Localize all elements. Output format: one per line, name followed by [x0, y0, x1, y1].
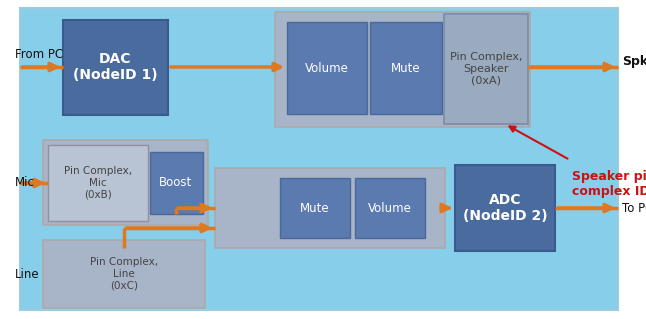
Text: Line: Line [15, 268, 39, 280]
Text: Mic: Mic [15, 176, 35, 189]
Bar [444, 14, 528, 124]
Bar [275, 12, 530, 127]
Text: Mute: Mute [391, 62, 421, 75]
Bar [355, 178, 425, 238]
Bar [287, 22, 367, 114]
Text: Speaker pin
complex ID: Speaker pin complex ID [572, 170, 646, 198]
Text: DAC
(NodeID 1): DAC (NodeID 1) [73, 52, 158, 82]
Bar [280, 178, 350, 238]
Bar [43, 140, 208, 225]
Text: ADC
(NodeID 2): ADC (NodeID 2) [463, 193, 547, 223]
Text: Volume: Volume [368, 202, 412, 214]
Text: To PC: To PC [622, 202, 646, 214]
Text: Pin Complex,
Mic
(0xB): Pin Complex, Mic (0xB) [64, 167, 132, 200]
Text: Mute: Mute [300, 202, 330, 214]
Bar [215, 168, 445, 248]
Bar [63, 20, 168, 115]
Bar [43, 240, 205, 308]
Text: Pin Complex,
Line
(0xC): Pin Complex, Line (0xC) [90, 257, 158, 291]
Text: Pin Complex,
Speaker
(0xA): Pin Complex, Speaker (0xA) [450, 52, 522, 85]
Text: Boost: Boost [160, 176, 193, 189]
Bar [370, 22, 442, 114]
Bar [455, 165, 555, 251]
Text: From PC: From PC [15, 48, 63, 62]
Bar [150, 152, 203, 214]
Bar [48, 145, 148, 221]
Text: Spkr: Spkr [622, 56, 646, 69]
Text: Volume: Volume [305, 62, 349, 75]
